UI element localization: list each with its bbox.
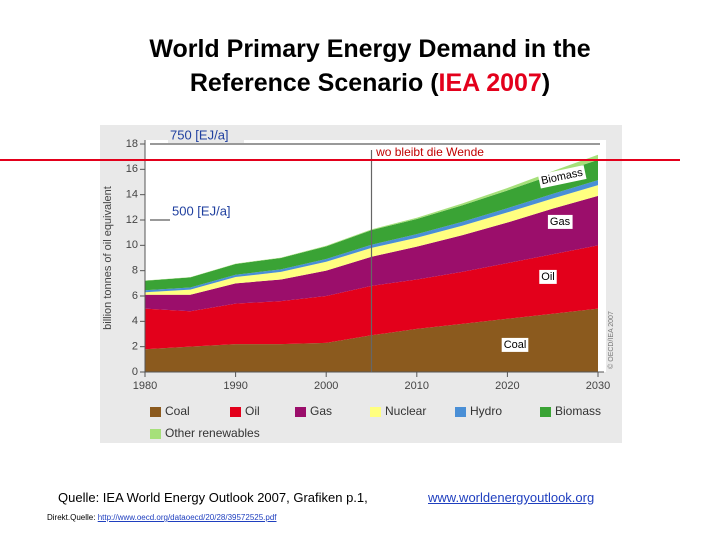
area-label-box [547, 214, 573, 229]
area-label-group: Gas [547, 214, 573, 229]
legend-label: Oil [245, 404, 260, 418]
y-tick-label: 10 [126, 239, 138, 251]
area [145, 195, 598, 312]
area-label-group: Oil [539, 269, 557, 284]
x-tick-label: 2010 [405, 380, 429, 392]
legend-label: Coal [165, 404, 190, 418]
slide-title: World Primary Energy Demand in the Refer… [0, 32, 720, 100]
y-tick-label: 4 [132, 315, 138, 327]
y-tick-label: 14 [126, 189, 138, 201]
legend-label: Gas [310, 404, 332, 418]
annotation: 500 [EJ/a] [172, 203, 231, 218]
title-end: ) [541, 69, 551, 97]
y-tick-label: 6 [132, 290, 138, 302]
direct-source: Direkt.Quelle: http://www.oecd.org/datao… [47, 513, 277, 522]
x-tick-label: 2000 [314, 380, 338, 392]
legend-label: Nuclear [385, 404, 426, 418]
y-tick-label: 12 [126, 214, 138, 226]
legend-label: Hydro [470, 404, 502, 418]
direct-source-url[interactable]: http://www.oecd.org/dataoecd/20/28/39572… [97, 513, 277, 522]
title-line: World Primary Energy Demand in the [149, 35, 591, 63]
legend-swatch [370, 407, 381, 417]
title-line: Reference Scenario ( [189, 69, 439, 97]
source: Quelle: IEA World Energy Outlook 2007, G… [58, 490, 368, 505]
legend-swatch [150, 407, 161, 417]
title-highlight: IEA 2007 [438, 69, 542, 97]
x-tick-label: 1990 [223, 380, 247, 392]
x-tick-label: 2030 [586, 380, 610, 392]
legend-label: Biomass [555, 404, 601, 418]
annotation: 750 [EJ/a] [170, 127, 229, 142]
area-label: Coal [504, 339, 527, 351]
direct-source-label: Direkt.Quelle: [47, 513, 96, 522]
area-label-group: Coal [501, 337, 529, 352]
y-tick-label: 16 [126, 163, 138, 175]
copyright: © OECD/IEA 2007 [607, 311, 615, 369]
legend-swatch [540, 407, 551, 417]
annotation-bg [168, 127, 244, 143]
y-tick-label: 2 [132, 341, 138, 353]
y-axis-label: billion tonnes of oil equivalent [102, 186, 114, 330]
y-tick-label: 0 [132, 366, 138, 378]
legend-swatch [295, 407, 306, 417]
area-label-box [501, 337, 529, 352]
area-label: Gas [550, 216, 571, 228]
source-link[interactable]: www.worldenergyoutlook.org [428, 490, 595, 505]
legend-swatch [150, 429, 161, 439]
x-tick-label: 1980 [133, 380, 157, 392]
legend-swatch [455, 407, 466, 417]
legend-label: Other renewables [165, 426, 260, 440]
area-label-box [539, 269, 557, 284]
legend-swatch [230, 407, 241, 417]
area-label-box [537, 165, 587, 189]
y-tick-label: 8 [132, 265, 138, 277]
x-tick-label: 2020 [495, 380, 519, 392]
area-label: Oil [541, 271, 554, 283]
annotation: wo bleibt die Wende [375, 145, 484, 159]
y-tick-label: 18 [126, 138, 138, 150]
